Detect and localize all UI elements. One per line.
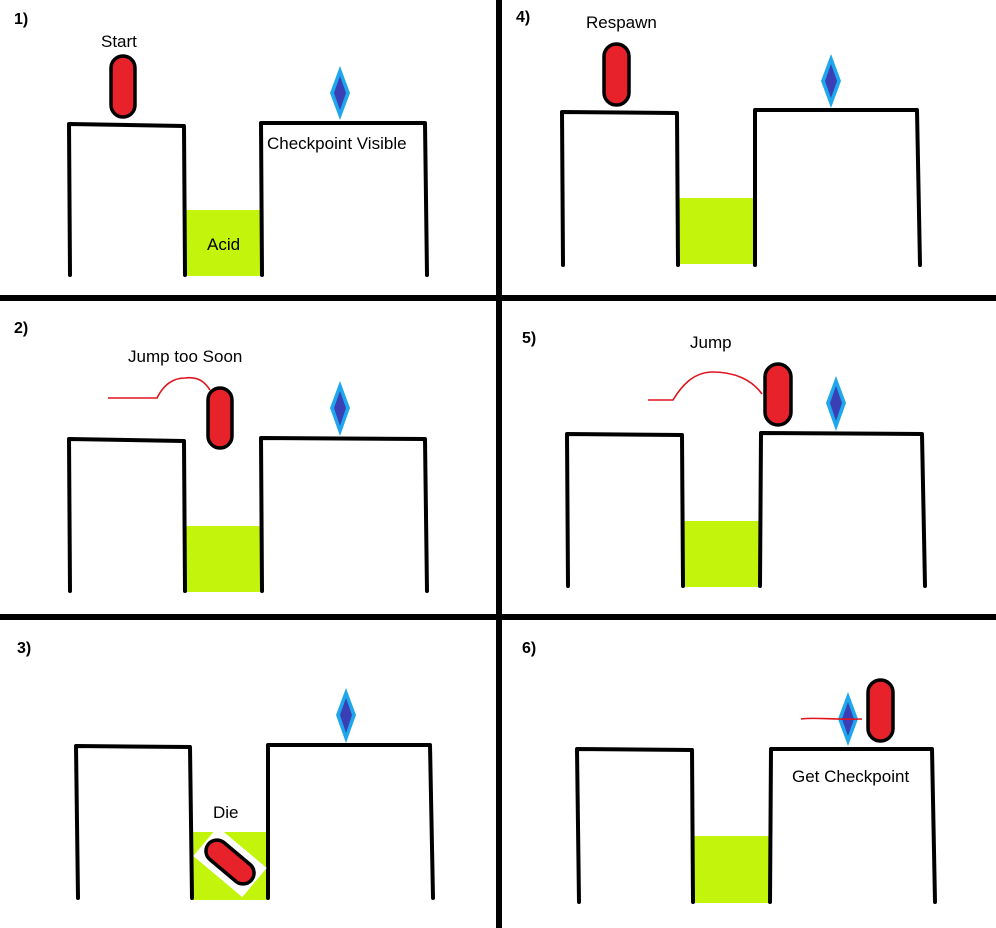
acid-label: Acid xyxy=(207,235,240,254)
left-platform xyxy=(575,747,695,904)
right-platform xyxy=(753,108,922,267)
acid-pool xyxy=(684,521,759,587)
checkpoint-icon xyxy=(826,376,846,431)
panel-3: 3) Die xyxy=(17,640,435,900)
left-platform xyxy=(67,122,187,277)
panel-number: 6) xyxy=(522,640,536,657)
left-platform xyxy=(74,744,194,900)
jump-trail xyxy=(800,717,863,721)
panel-number: 1) xyxy=(14,11,28,28)
panel-5: 5) Jump xyxy=(522,330,927,588)
panel-caption: Jump too Soon xyxy=(128,347,242,366)
panel-number: 2) xyxy=(14,320,28,337)
panel-caption: Get Checkpoint xyxy=(792,767,909,786)
left-platform xyxy=(560,110,680,267)
player-icon xyxy=(866,678,895,743)
left-platform xyxy=(67,437,187,593)
right-platform xyxy=(768,747,937,904)
player-icon xyxy=(763,362,793,427)
panel-2: 2) Jump too Soon xyxy=(14,320,429,593)
acid-pool xyxy=(186,526,262,592)
player-icon xyxy=(193,826,267,898)
panel-number: 3) xyxy=(17,640,31,657)
checkpoint-icon xyxy=(330,381,350,436)
panel-number: 5) xyxy=(522,330,536,347)
checkpoint-icon xyxy=(336,688,356,743)
panel-caption: Start xyxy=(101,32,137,51)
player-icon xyxy=(206,386,234,450)
panel-caption: Respawn xyxy=(586,13,657,32)
checkpoint-label: Checkpoint Visible xyxy=(267,134,407,153)
panel-caption: Jump xyxy=(690,333,732,352)
player-icon xyxy=(109,54,137,119)
panel-6: 6) Get Checkpoint xyxy=(522,640,937,904)
left-platform xyxy=(565,432,685,588)
panel-4: 4) Respawn xyxy=(516,9,922,267)
checkpoint-icon xyxy=(821,54,841,108)
acid-pool xyxy=(679,198,754,264)
acid-pool xyxy=(694,836,769,903)
checkpoint-icon xyxy=(330,66,350,120)
right-platform xyxy=(266,743,435,900)
right-platform xyxy=(259,121,429,277)
panel-caption: Die xyxy=(213,803,239,822)
jump-trail xyxy=(648,371,763,401)
right-platform xyxy=(758,431,927,588)
jump-trail xyxy=(108,376,211,399)
right-platform xyxy=(259,436,429,593)
panel-1: 1) Start Acid Checkpoint Visible xyxy=(14,11,429,277)
acid-pool xyxy=(186,210,262,276)
player-icon xyxy=(602,42,631,107)
panel-number: 4) xyxy=(516,9,530,26)
